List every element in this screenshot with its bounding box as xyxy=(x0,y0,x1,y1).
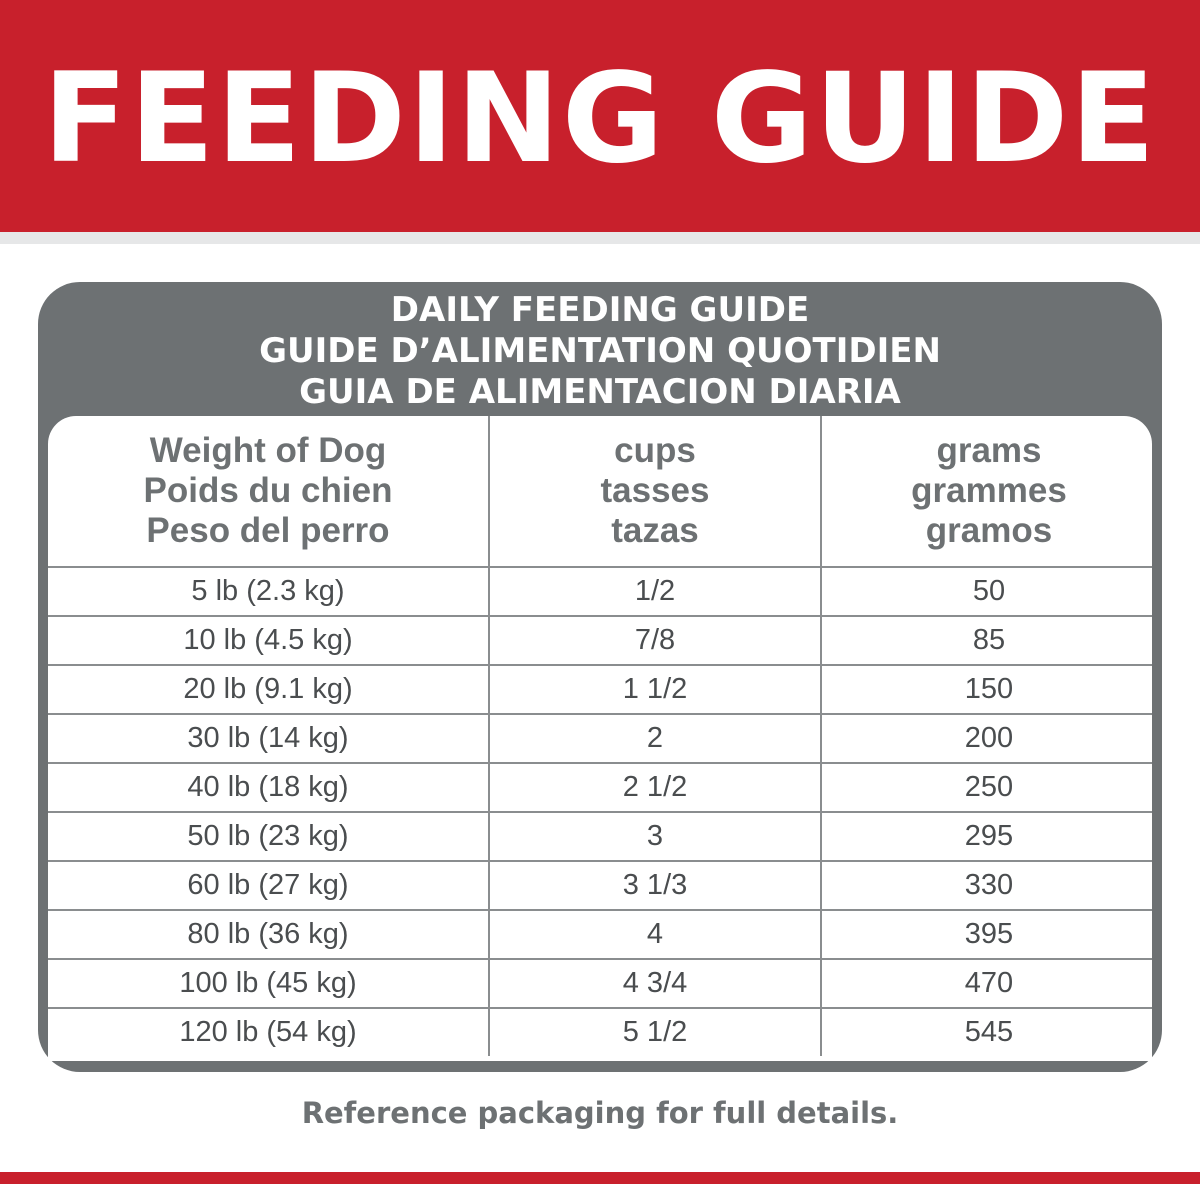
grams-cell: 545 xyxy=(964,1016,1014,1048)
grams-cell: 330 xyxy=(821,861,1152,911)
weight-cell: 60 lb (27 kg) xyxy=(48,861,490,911)
divider xyxy=(0,232,1200,244)
header-cups: cups tasses tazas xyxy=(489,416,822,568)
header-cups-en: cups xyxy=(614,431,696,470)
table-row: 30 lb (14 kg) 2 200 xyxy=(48,714,1152,764)
card-heading: DAILY FEEDING GUIDE GUIDE D’ALIMENTATION… xyxy=(38,290,1162,413)
header-weight-fr: Poids du chien xyxy=(143,471,393,510)
header-cups-fr: tasses xyxy=(600,471,710,510)
weight-cell: 10 lb (4.5 kg) xyxy=(48,616,490,666)
weight-cell: 5 lb (2.3 kg) xyxy=(48,567,490,617)
grams-cell: 395 xyxy=(821,910,1152,960)
table-row: 80 lb (36 kg) 4 395 xyxy=(48,910,1152,960)
cups-cell: 4 3/4 xyxy=(489,959,822,1009)
weight-cell: 50 lb (23 kg) xyxy=(48,812,490,862)
grams-cell: 295 xyxy=(821,812,1152,862)
feeding-guide-card: DAILY FEEDING GUIDE GUIDE D’ALIMENTATION… xyxy=(38,282,1162,1072)
weight-cell: 80 lb (36 kg) xyxy=(48,910,490,960)
header-weight-es: Peso del perro xyxy=(146,511,390,550)
cups-cell: 2 1/2 xyxy=(489,763,822,813)
cups-cell: 7/8 xyxy=(489,616,822,666)
grams-cell: 250 xyxy=(821,763,1152,813)
weight-cell: 120 lb (54 kg) xyxy=(48,1008,490,1056)
header-weight-en: Weight of Dog xyxy=(149,431,387,470)
table-header-row: Weight of Dog Poids du chien Peso del pe… xyxy=(48,416,1152,568)
feeding-table: Weight of Dog Poids du chien Peso del pe… xyxy=(48,416,1152,1056)
table-row: 100 lb (45 kg) 4 3/4 470 xyxy=(48,959,1152,1009)
cups-cell: 3 1/3 xyxy=(489,861,822,911)
table-row: 50 lb (23 kg) 3 295 xyxy=(48,812,1152,862)
table-row: 60 lb (27 kg) 3 1/3 330 xyxy=(48,861,1152,911)
grams-cell: 200 xyxy=(821,714,1152,764)
cups-cell: 2 xyxy=(489,714,822,764)
weight-cell: 20 lb (9.1 kg) xyxy=(48,665,490,715)
grams-cell: 85 xyxy=(821,616,1152,666)
card-heading-line-fr: GUIDE D’ALIMENTATION QUOTIDIEN xyxy=(259,331,941,371)
bottom-divider xyxy=(0,1172,1200,1184)
cups-cell: 5 1/2 xyxy=(489,1008,822,1056)
table-row: 10 lb (4.5 kg) 7/8 85 xyxy=(48,616,1152,666)
footer-note: Reference packaging for full details. xyxy=(301,1096,899,1130)
header-grams-fr: grammes xyxy=(911,471,1067,510)
weight-cell: 30 lb (14 kg) xyxy=(48,714,490,764)
card-heading-line-es: GUIA DE ALIMENTACION DIARIA xyxy=(299,372,901,412)
grams-cell: 470 xyxy=(821,959,1152,1009)
header-grams: grams grammes gramos xyxy=(821,416,1152,568)
cups-cell: 1/2 xyxy=(489,567,822,617)
header-grams-en: grams xyxy=(936,431,1042,470)
header-grams-es: gramos xyxy=(925,511,1053,550)
banner: FEEDING GUIDE xyxy=(0,0,1200,232)
feeding-table-wrap: Weight of Dog Poids du chien Peso del pe… xyxy=(48,416,1152,1061)
header-cups-es: tazas xyxy=(611,511,699,550)
grams-cell: 150 xyxy=(821,665,1152,715)
weight-cell: 100 lb (45 kg) xyxy=(48,959,490,1009)
cups-cell: 3 xyxy=(489,812,822,862)
table-row: 40 lb (18 kg) 2 1/2 250 xyxy=(48,763,1152,813)
table-row: 5 lb (2.3 kg) 1/2 50 xyxy=(48,567,1152,617)
card-heading-line-en: DAILY FEEDING GUIDE xyxy=(390,290,810,330)
header-weight: Weight of Dog Poids du chien Peso del pe… xyxy=(48,416,490,568)
table-row: 120 lb (54 kg) 5 1/2 545 xyxy=(48,1008,1152,1056)
weight-cell: 40 lb (18 kg) xyxy=(48,763,490,813)
cups-cell: 1 1/2 xyxy=(489,665,822,715)
table-row: 20 lb (9.1 kg) 1 1/2 150 xyxy=(48,665,1152,715)
cups-cell: 4 xyxy=(489,910,822,960)
grams-cell: 50 xyxy=(821,567,1152,617)
page-title: FEEDING GUIDE xyxy=(42,47,1158,191)
